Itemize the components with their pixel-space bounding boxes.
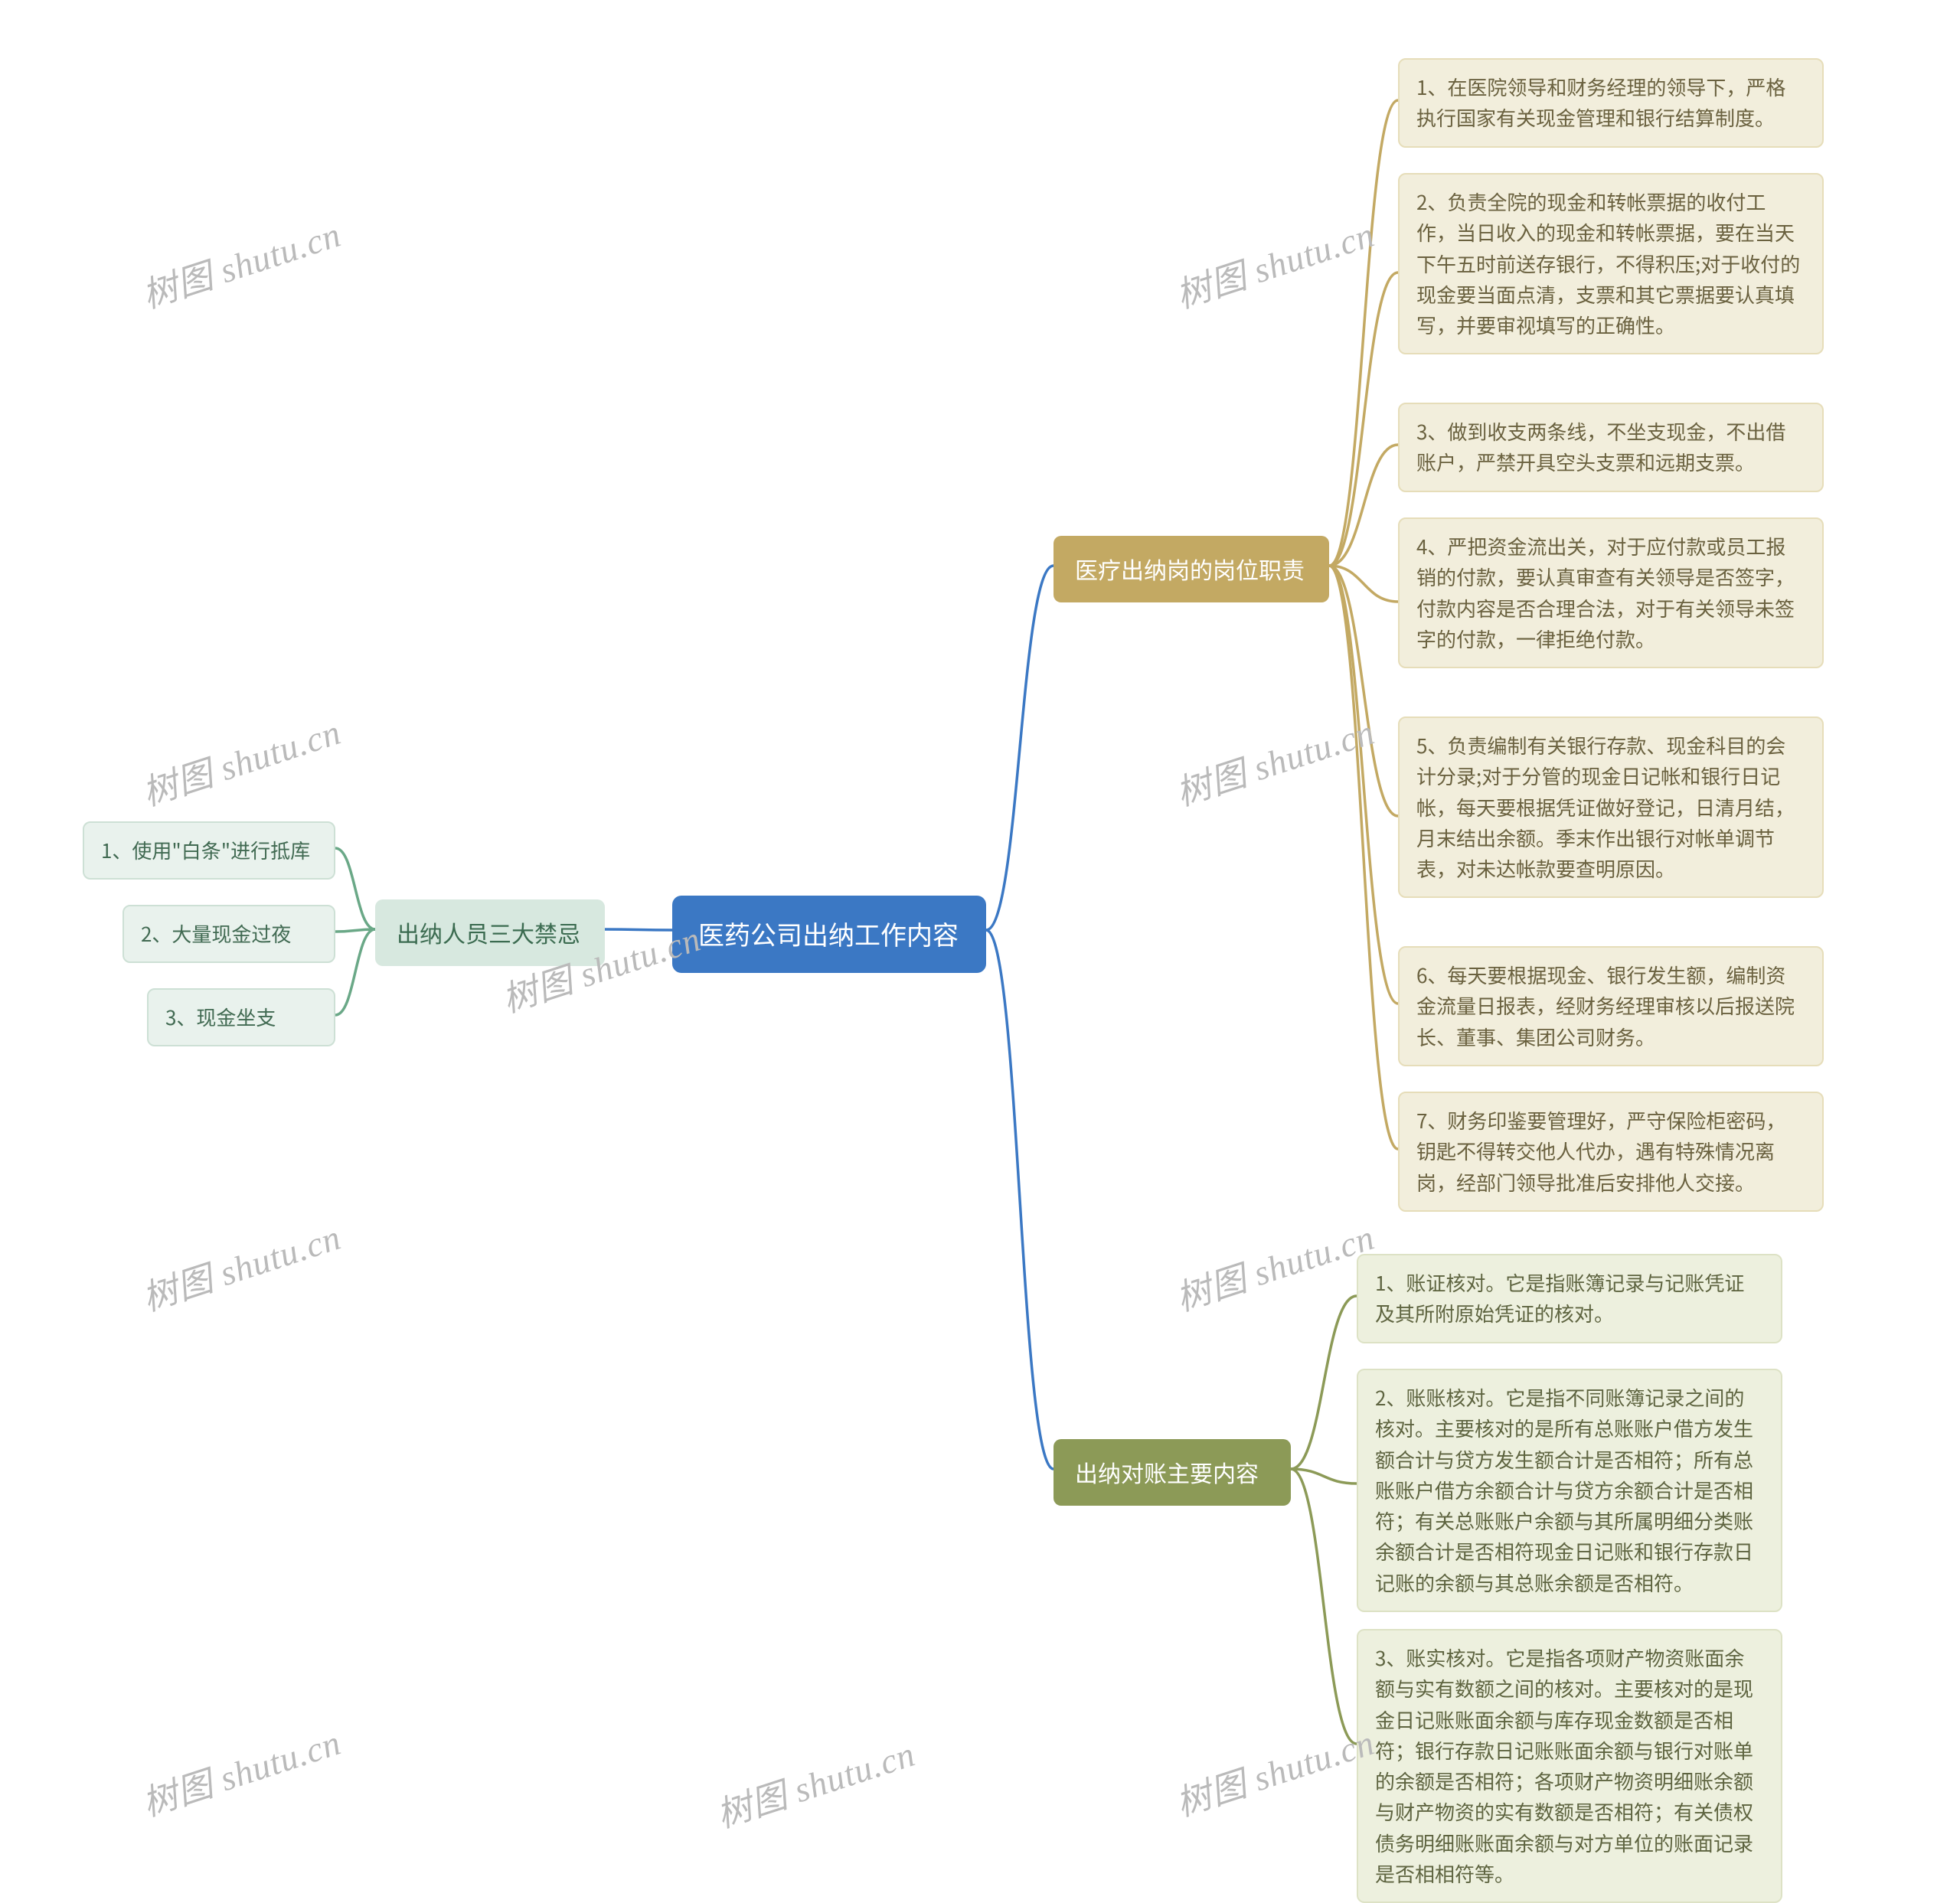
watermark: 树图 shutu.cn — [709, 1726, 920, 1838]
right-top-leaf: 5、负责编制有关银行存款、现金科目的会计分录;对于分管的现金日记帐和银行日记帐，… — [1398, 716, 1824, 898]
branch-right-top: 医疗出纳岗的岗位职责 — [1054, 536, 1329, 602]
watermark: 树图 shutu.cn — [1168, 1209, 1380, 1321]
watermark: 树图 shutu.cn — [135, 704, 346, 816]
branch-left: 出纳人员三大禁忌 — [375, 899, 605, 966]
right-top-leaf: 4、严把资金流出关，对于应付款或员工报销的付款，要认真审查有关领导是否签字，付款… — [1398, 517, 1824, 668]
left-leaf: 3、现金坐支 — [147, 988, 335, 1046]
right-top-leaf: 7、财务印鉴要管理好，严守保险柜密码，钥匙不得转交他人代办，遇有特殊情况离岗，经… — [1398, 1092, 1824, 1212]
right-top-leaf: 2、负责全院的现金和转帐票据的收付工作，当日收入的现金和转帐票据，要在当天下午五… — [1398, 173, 1824, 354]
left-leaf: 1、使用"白条"进行抵库 — [83, 821, 335, 880]
watermark: 树图 shutu.cn — [1168, 704, 1380, 816]
right-bottom-leaf: 1、账证核对。它是指账簿记录与记账凭证及其所附原始凭证的核对。 — [1357, 1254, 1782, 1343]
watermark: 树图 shutu.cn — [135, 207, 346, 318]
watermark: 树图 shutu.cn — [135, 1715, 346, 1826]
right-bottom-leaf: 2、账账核对。它是指不同账簿记录之间的核对。主要核对的是所有总账账户借方发生额合… — [1357, 1369, 1782, 1612]
right-top-leaf: 1、在医院领导和财务经理的领导下，严格执行国家有关现金管理和银行结算制度。 — [1398, 58, 1824, 148]
watermark: 树图 shutu.cn — [135, 1209, 346, 1321]
right-top-leaf: 3、做到收支两条线，不坐支现金，不出借账户，严禁开具空头支票和远期支票。 — [1398, 403, 1824, 492]
watermark: 树图 shutu.cn — [1168, 1715, 1380, 1826]
root-node: 医药公司出纳工作内容 — [672, 896, 986, 973]
watermark: 树图 shutu.cn — [1168, 207, 1380, 318]
right-top-leaf: 6、每天要根据现金、银行发生额，编制资金流量日报表，经财务经理审核以后报送院长、… — [1398, 946, 1824, 1066]
right-bottom-leaf: 3、账实核对。它是指各项财产物资账面余额与实有数额之间的核对。主要核对的是现金日… — [1357, 1629, 1782, 1903]
left-leaf: 2、大量现金过夜 — [122, 905, 335, 963]
mindmap-canvas: 医药公司出纳工作内容 出纳人员三大禁忌 1、使用"白条"进行抵库 2、大量现金过… — [0, 0, 1960, 1881]
branch-right-bottom: 出纳对账主要内容 — [1054, 1439, 1291, 1506]
